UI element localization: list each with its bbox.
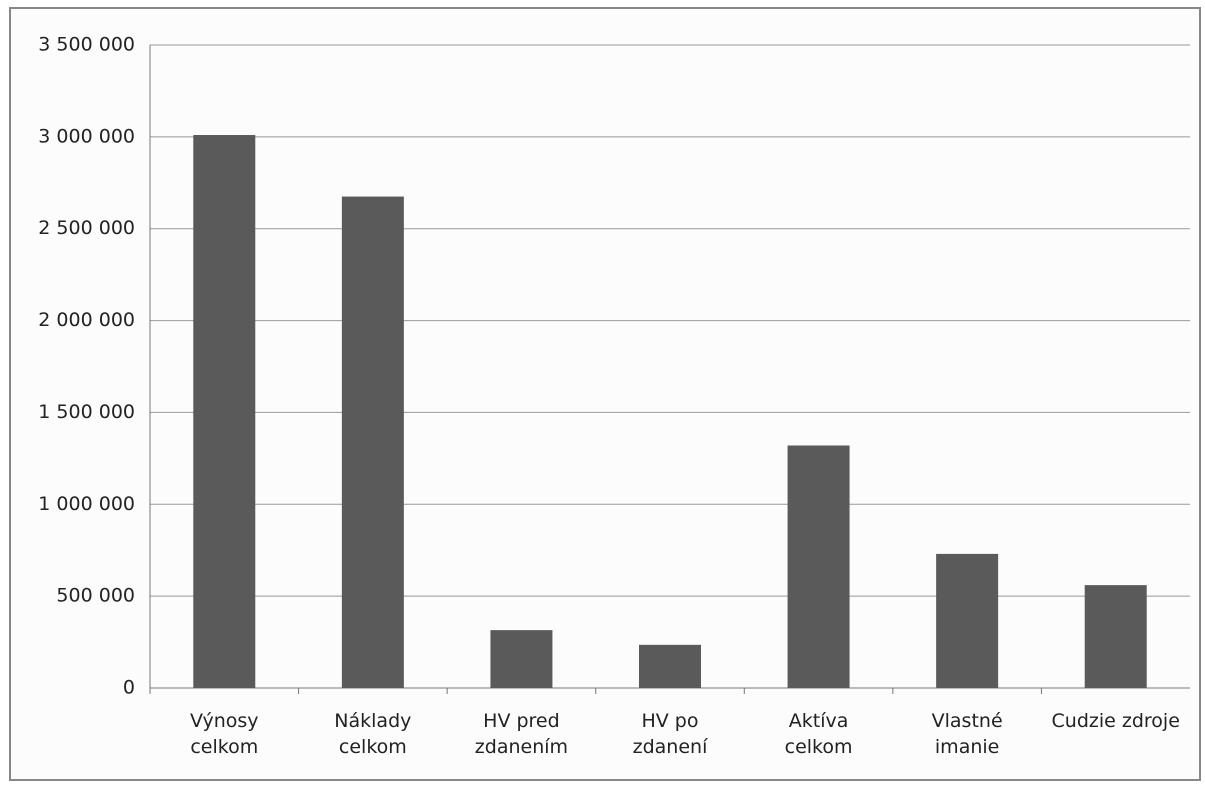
x-tick-label: Vlastné imanie: [931, 710, 1003, 758]
y-tick-label: 3 000 000: [38, 125, 135, 147]
x-tick-label: HV pred zdanením: [474, 710, 569, 758]
y-tick-label: 1 000 000: [38, 493, 135, 515]
y-tick-label: 500 000: [56, 585, 135, 607]
bar: [936, 553, 999, 688]
x-tick-label: Cudzie zdroje: [1051, 710, 1180, 732]
bar: [193, 135, 256, 688]
y-tick-label: 0: [123, 677, 135, 699]
x-tick-label: Náklady celkom: [334, 710, 412, 758]
y-tick-label: 3 500 000: [38, 34, 135, 56]
y-tick-label: 2 500 000: [38, 217, 135, 239]
bar: [639, 644, 701, 688]
bar: [1084, 585, 1147, 688]
x-tick-label: Aktíva celkom: [784, 710, 853, 758]
bar: [787, 445, 850, 688]
y-tick-label: 2 000 000: [38, 309, 135, 331]
x-tick-label: HV po zdanení: [632, 710, 708, 758]
chart-border: [9, 7, 1201, 781]
x-tick-label: Výnosy celkom: [190, 710, 259, 758]
y-tick-label: 1 500 000: [38, 401, 135, 423]
bar: [341, 196, 404, 689]
bar: [490, 630, 553, 688]
